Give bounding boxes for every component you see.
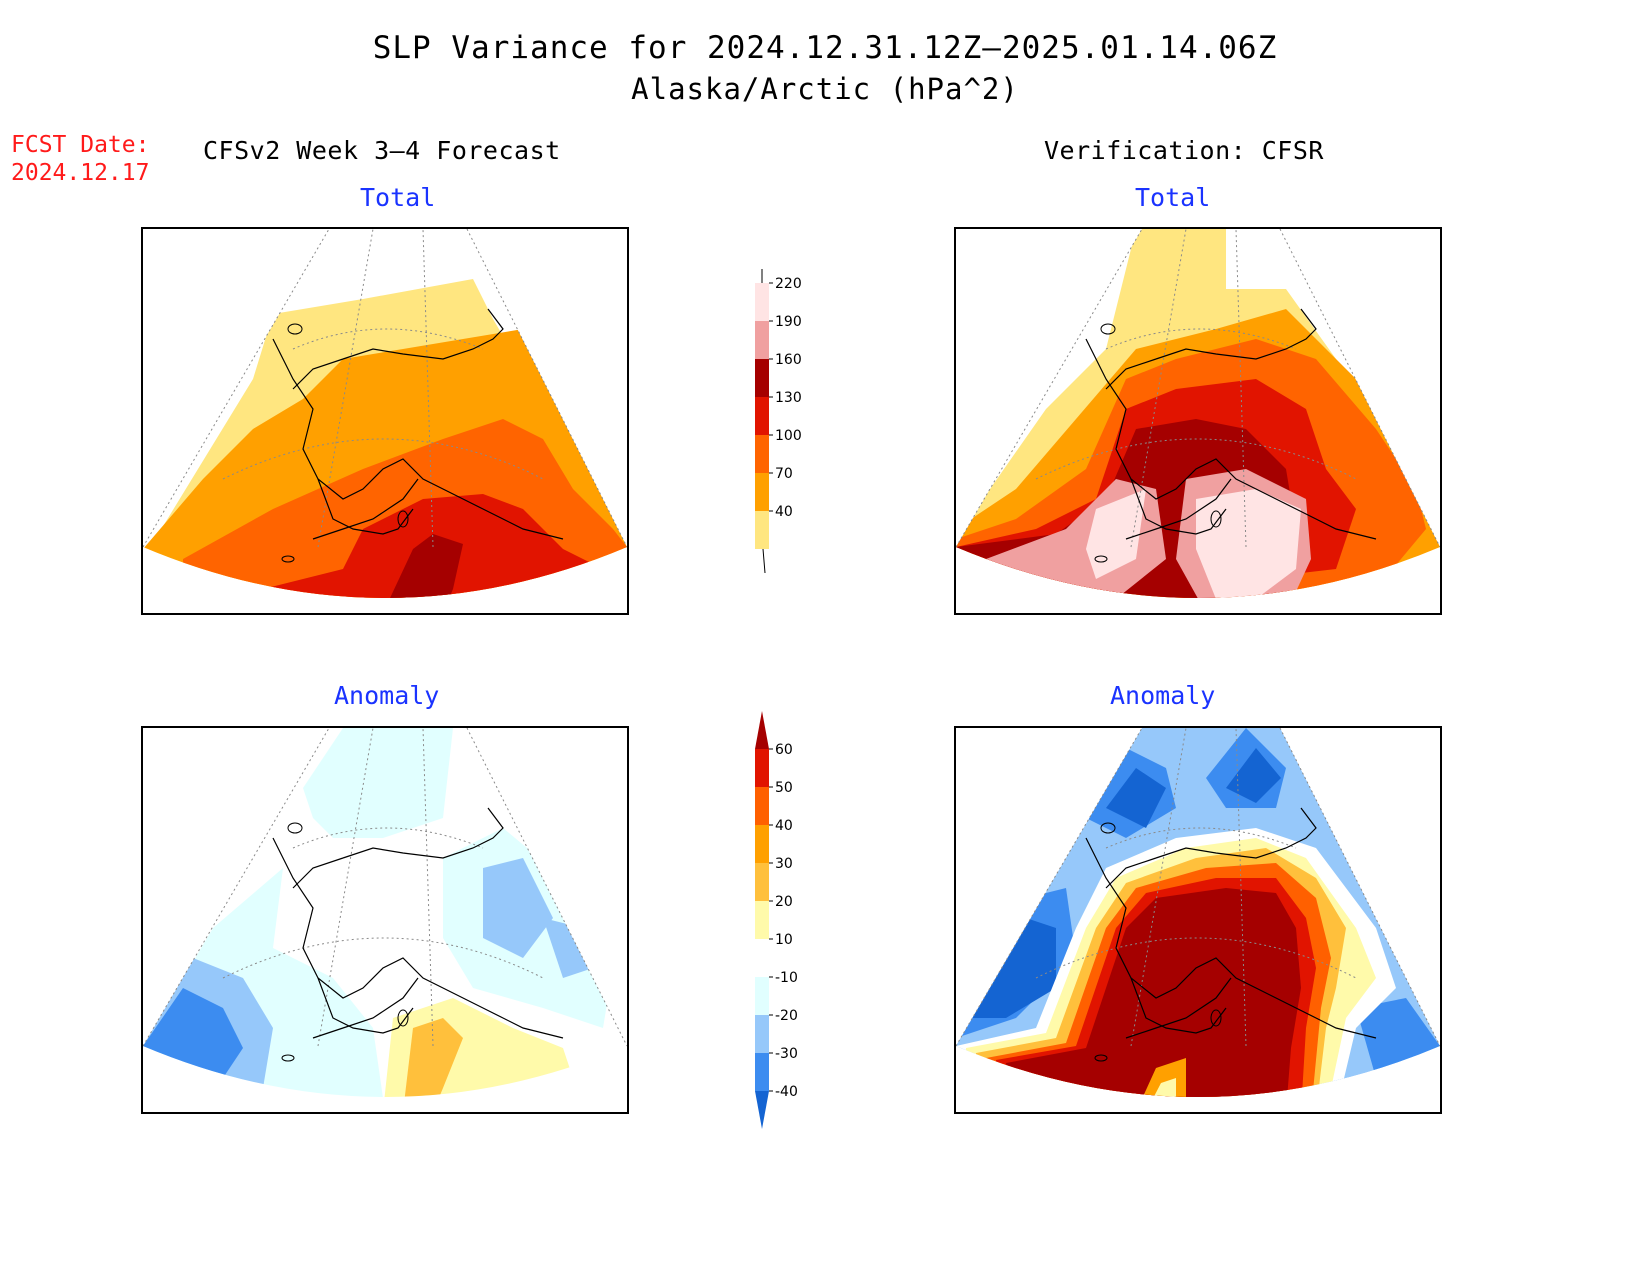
total-tick-label-2: 100: [775, 428, 802, 444]
anomaly-tick-label-7: 40: [775, 818, 793, 834]
total-bin-6: [755, 283, 769, 321]
anomaly-tick-label-5: 20: [775, 894, 793, 910]
anomaly-bin-5: [755, 901, 769, 939]
anomaly-tick-label-1: -30: [775, 1046, 798, 1062]
anomaly-bin-10: [755, 711, 769, 749]
anomaly-bin-0: [755, 1091, 769, 1129]
total-bin-2: [755, 435, 769, 473]
anomaly-bin-8: [755, 787, 769, 825]
forecast-anomaly-map: [141, 726, 629, 1114]
total-colorbar: 40 70 100 130 160 190 220: [755, 269, 802, 574]
total-tick-label-1: 70: [775, 466, 793, 482]
total-bin-5: [755, 321, 769, 359]
total-bin-0: [755, 511, 769, 549]
anomaly-tick-label-3: -10: [775, 970, 798, 986]
total-tick-label-3: 130: [775, 390, 802, 406]
anomaly-bin-7: [755, 825, 769, 863]
total-tick-label-4: 160: [775, 352, 802, 368]
fcst-date-value: 2024.12.17: [11, 160, 150, 186]
verification-anomaly-map: [954, 726, 1442, 1114]
anomaly-bin-2: [755, 1015, 769, 1053]
anomaly-colorbar: -40 -30 -20 -10 10 20 30 40 50 60: [755, 711, 798, 1129]
forecast-total-label: Total: [360, 183, 436, 212]
anomaly-tick-label-8: 50: [775, 780, 793, 796]
anomaly-tick-label-4: 10: [775, 932, 793, 948]
anomaly-bin-6: [755, 863, 769, 901]
total-tick-label-5: 190: [775, 314, 802, 330]
anomaly-tick-label-2: -20: [775, 1008, 798, 1024]
total-bin-1: [755, 473, 769, 511]
anomaly-bin-1: [755, 1053, 769, 1091]
anomaly-tick-label-6: 30: [775, 856, 793, 872]
anomaly-tick-label-0: -40: [775, 1084, 798, 1100]
anomaly-tick-label-9: 60: [775, 742, 793, 758]
anomaly-bin-4: [755, 939, 769, 977]
total-tick-label-0: 40: [775, 504, 793, 520]
verification-total-label: Total: [1135, 183, 1211, 212]
total-tick-label-6: 220: [775, 276, 802, 292]
fcst-date-label: FCST Date:: [11, 132, 150, 158]
total-bin-3: [755, 397, 769, 435]
total-bin-4: [755, 359, 769, 397]
anomaly-bin-3: [755, 977, 769, 1015]
forecast-column-heading: CFSv2 Week 3–4 Forecast: [203, 136, 561, 165]
verification-column-heading: Verification: CFSR: [1044, 136, 1324, 165]
chart-title: SLP Variance for 2024.12.31.12Z–2025.01.…: [372, 30, 1278, 66]
anomaly-bin-9: [755, 749, 769, 787]
verification-total-map: [954, 227, 1442, 615]
chart-subtitle: Alaska/Arctic (hPa^2): [631, 72, 1019, 106]
forecast-total-map: [141, 227, 629, 615]
verification-anomaly-label: Anomaly: [1110, 681, 1216, 710]
forecast-anomaly-label: Anomaly: [334, 681, 440, 710]
